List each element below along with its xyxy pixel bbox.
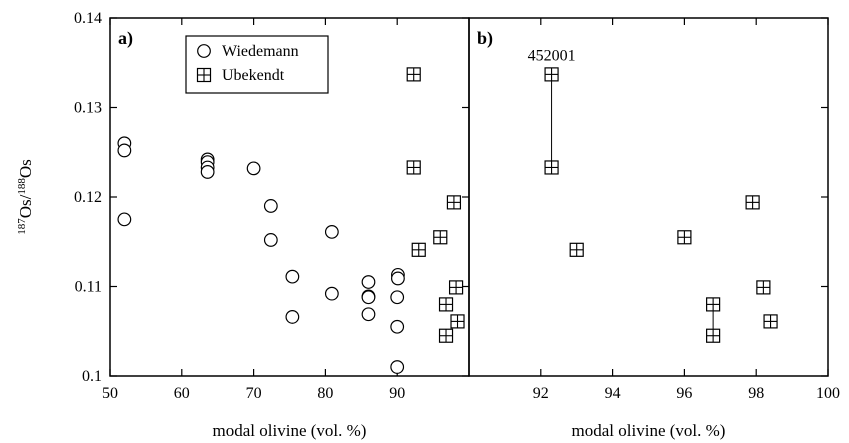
legend: Wiedemann Ubekendt (185, 35, 329, 94)
ubekendt-point-4 (745, 195, 760, 210)
panel-a-points (117, 67, 465, 374)
legend-symbol-ubekendt (196, 67, 212, 83)
ubekendt-point-0 (544, 67, 559, 82)
x-tick-label: 94 (605, 385, 621, 402)
y-axis-title-sup-188: 188 (16, 178, 28, 195)
ubekendt-point-8 (450, 314, 465, 329)
wiedemann-point-11 (285, 310, 300, 324)
wiedemann-point-10 (285, 269, 300, 284)
panel-b: 92 94 96 98 100 b) 452001 modal olivine (vol… (468, 17, 840, 440)
y-tick-label: 0.11 (75, 279, 102, 296)
y-tick-label: 0.13 (74, 100, 102, 117)
x-tick-label: 92 (533, 385, 549, 402)
panel-b-tie-lines (551, 74, 714, 336)
y-axis-title-sup-187: 187 (16, 218, 28, 235)
panel-b-label: b) (477, 28, 493, 49)
y-axis-title-os-1: Os/ (16, 194, 35, 218)
wiedemann-point-17 (361, 307, 376, 322)
ubekendt-point-1 (406, 160, 421, 175)
ubekendt-point-6 (706, 328, 721, 343)
wiedemann-point-19 (391, 271, 405, 286)
x-tick-label: 90 (389, 385, 405, 402)
ubekendt-point-1 (544, 160, 559, 175)
y-tick-label: 0.12 (74, 189, 102, 206)
x-tick-label: 70 (246, 385, 262, 402)
panel-b-x-axis-title: modal olivine (vol. %) (572, 421, 726, 440)
legend-box (185, 35, 329, 94)
ubekendt-point-3 (677, 230, 692, 245)
ubekendt-point-0 (406, 67, 421, 82)
ubekendt-point-7 (756, 280, 771, 295)
ubekendt-point-2 (569, 242, 584, 257)
annotation-452001: 452001 (528, 47, 576, 64)
y-tick-label: 0.14 (74, 10, 102, 27)
y-axis-title: 187Os/188Os (16, 159, 35, 235)
legend-symbol-wiedemann (197, 44, 211, 58)
ubekendt-point-5 (438, 297, 454, 312)
panel-b-x-ticks: 92 94 96 98 100 (533, 17, 840, 402)
panel-a-y-ticks: 0.1 0.11 0.12 0.13 0.14 (74, 10, 469, 385)
y-tick-label: 0.1 (82, 368, 102, 385)
ubekendt-point-8 (763, 314, 778, 329)
wiedemann-point-21 (390, 319, 405, 334)
legend-label-ubekendt: Ubekendt (222, 67, 285, 84)
panel-b-points (544, 67, 778, 343)
x-tick-label: 50 (102, 385, 118, 402)
wiedemann-point-13 (324, 286, 339, 301)
wiedemann-point-22 (390, 360, 405, 374)
wiedemann-point-8 (263, 199, 278, 213)
x-tick-label: 100 (816, 385, 840, 402)
x-tick-label: 96 (676, 385, 692, 402)
legend-symbols (196, 44, 212, 83)
wiedemann-point-2 (117, 212, 132, 227)
wiedemann-point-7 (246, 161, 261, 176)
wiedemann-point-9 (263, 233, 278, 247)
ubekendt-point-5 (706, 297, 721, 312)
wiedemann-point-14 (361, 275, 376, 289)
panel-a-x-axis-title: modal olivine (vol. %) (213, 421, 367, 440)
panel-a: 50 60 70 80 90 0.1 0.11 0.12 0.13 0.14 a) Wiedem… (16, 10, 470, 440)
ubekendt-point-7 (448, 280, 464, 295)
panel-a-label: a) (118, 28, 133, 49)
wiedemann-point-6 (200, 165, 215, 179)
legend-label-wiedemann: Wiedemann (222, 43, 299, 60)
ubekendt-point-2 (411, 242, 426, 257)
wiedemann-point-1 (117, 143, 132, 158)
ubekendt-point-3 (433, 230, 448, 245)
x-tick-label: 98 (748, 385, 764, 402)
ubekendt-point-4 (446, 195, 462, 210)
y-axis-title-os-2: Os (16, 159, 35, 178)
panel-a-x-ticks: 50 60 70 80 90 (102, 18, 405, 402)
ubekendt-point-6 (438, 328, 454, 343)
x-tick-label: 60 (174, 385, 190, 402)
wiedemann-point-20 (390, 290, 405, 305)
x-tick-label: 80 (317, 385, 333, 402)
wiedemann-point-16 (361, 290, 376, 305)
wiedemann-point-12 (324, 225, 339, 239)
